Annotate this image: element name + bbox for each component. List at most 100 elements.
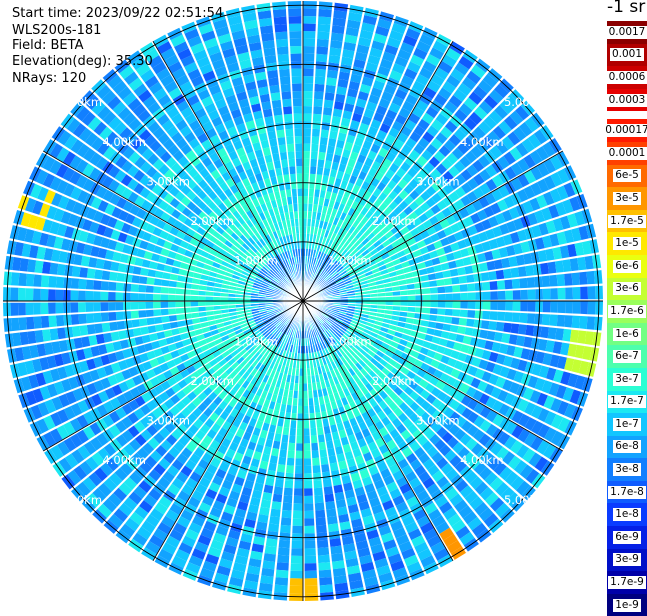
range-gate-cell [303,226,307,234]
range-ring-label: 4.00km [102,135,145,149]
range-ring-label: 2.00km [372,214,415,228]
range-gate-cell [123,283,131,292]
range-gate-cell [286,136,294,144]
range-gate-cell [519,278,527,289]
range-gate-cell [293,106,302,114]
range-gate-cell [161,287,169,294]
range-gate-cell [49,263,58,276]
range-gate-cell [299,391,304,399]
range-gate-cell [294,129,302,137]
range-gate-cell [123,311,131,320]
range-gate-cell [93,291,101,301]
range-gate-cell [528,301,536,312]
range-gate-cell [505,301,513,311]
range-gate-cell [79,325,88,336]
range-gate-cell [296,174,302,182]
range-gate-cell [305,571,318,579]
range-gate-cell [291,76,302,84]
range-gate-cell [93,313,101,323]
range-gate-cell [33,303,41,316]
range-gate-cell [525,325,534,337]
range-gate-cell [327,516,338,525]
range-gate-cell [296,166,302,174]
range-ring-label: 5.00km [504,493,547,507]
range-gate-cell [309,189,315,197]
range-gate-cell [123,293,131,301]
range-gate-cell [370,301,378,305]
range-gate-cell [290,54,302,62]
range-gate-cell [264,55,276,64]
range-gate-cell [268,77,279,86]
range-gate-cell [323,479,332,488]
range-gate-cell [295,466,303,474]
colorbar-swatch: 0.0006 [607,66,647,89]
range-gate-cell [452,309,460,317]
range-gate-cell [295,151,302,159]
colorbar-swatch: 1.7e-5 [607,210,647,233]
range-gate-cell [550,301,558,313]
colorbar-swatch: 0.0001 [607,142,647,165]
range-gate-cell [572,272,581,285]
range-gate-cell [325,501,336,510]
range-gate-cell [294,496,303,504]
range-ring-label: 1.00km [328,334,371,348]
range-gate-cell [466,318,475,327]
range-gate-cell [168,288,176,295]
colorbar-swatch: 0.0003 [607,89,647,112]
range-gate-cell [236,298,244,301]
range-gate-cell [311,136,319,144]
range-gate-cell [482,310,490,319]
range-gate-cell [290,428,297,436]
range-gate-cell [281,517,292,525]
range-gate-cell [11,288,19,302]
range-gate-cell [325,85,336,94]
range-gate-cell [282,99,292,107]
range-gate-cell [93,302,101,312]
colorbar-swatch: 0.001 [607,44,647,67]
range-gate-cell [303,234,306,242]
range-gate-cell [298,406,303,414]
range-gate-cell [276,562,289,570]
range-gate-cell [284,121,293,129]
range-gate-cell [101,292,109,301]
range-gate-cell [304,496,313,504]
range-gate-cell [86,280,94,290]
range-gate-cell [423,301,431,307]
range-ring-label: 1.00km [234,334,277,348]
range-gate-cell [124,274,133,283]
range-gate-cell [131,311,139,319]
range-gate-cell [198,296,206,301]
range-gate-cell [71,302,79,313]
colorbar-tick-label: 1e-5 [613,237,641,250]
range-gate-cell [542,275,550,287]
range-gate-cell [319,570,332,579]
range-gate-cell [11,318,20,332]
range-gate-cell [295,473,303,481]
range-gate-cell [451,317,459,325]
range-gate-cell [276,570,289,578]
range-gate-cell [490,281,498,290]
range-gate-cell [109,272,118,282]
range-gate-cell [108,282,116,291]
range-gate-cell [304,443,311,451]
colorbar-tick-label: 1e-6 [613,328,641,341]
range-gate-cell [303,211,307,219]
range-gate-cell [512,312,520,322]
range-gate-cell [282,510,292,518]
range-gate-cell [269,516,280,525]
range-gate-cell [475,310,483,319]
range-gate-cell [280,84,290,92]
range-gate-cell [303,159,310,167]
range-gate-cell [305,578,318,586]
range-gate-cell [490,291,498,300]
range-gate-cell [316,46,328,54]
range-gate-cell [467,283,475,291]
range-gate-cell [496,269,505,279]
range-gate-cell [294,136,302,144]
range-gate-cell [528,289,536,300]
range-gate-cell [275,479,284,488]
range-gate-cell [286,465,294,473]
range-gate-cell [320,137,328,145]
range-gate-cell [328,55,340,64]
range-gate-cell [11,303,19,317]
